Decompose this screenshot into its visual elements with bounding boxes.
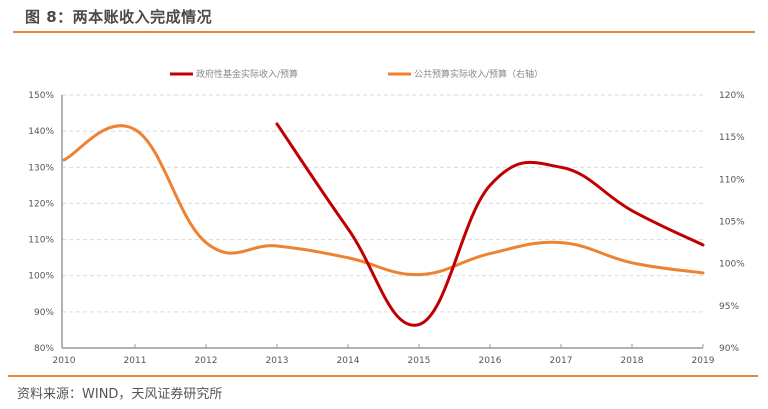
right-tick-label: 105% — [719, 218, 745, 228]
public-budget-line — [62, 124, 705, 277]
left-tick-label: 130% — [28, 163, 54, 173]
source-note: 资料来源：WIND，天风证券研究所 — [17, 387, 223, 402]
x-tick-label: 2014 — [337, 356, 360, 366]
x-tick-label: 2015 — [408, 356, 431, 366]
right-tick-label: 115% — [719, 133, 745, 143]
x-tick-label: 2018 — [621, 356, 644, 366]
left-axis-ticks: 80% 90% 100% 110% 120% 130% 140% 150% — [28, 91, 54, 354]
right-tick-label: 120% — [719, 91, 745, 101]
left-tick-label: 150% — [28, 91, 54, 101]
x-tick-label: 2013 — [266, 356, 289, 366]
left-tick-label: 120% — [28, 199, 54, 209]
legend-label-gov-fund: 政府性基金实际收入/预算 — [196, 68, 298, 80]
left-tick-label: 100% — [28, 272, 54, 282]
right-axis-ticks: 90% 95% 100% 105% 110% 115% 120% — [719, 91, 745, 354]
left-tick-label: 90% — [34, 308, 54, 318]
legend: 政府性基金实际收入/预算 公共预算实际收入/预算（右轴） — [170, 68, 543, 80]
gov-fund-line — [275, 122, 705, 327]
right-tick-label: 100% — [719, 260, 745, 270]
right-tick-label: 90% — [719, 344, 739, 354]
series-lines — [62, 122, 705, 327]
left-tick-label: 80% — [34, 344, 54, 354]
x-tick-label: 2012 — [195, 356, 218, 366]
left-tick-label: 110% — [28, 236, 54, 246]
right-tick-label: 110% — [719, 175, 745, 185]
axes — [61, 95, 704, 349]
gridlines — [62, 94, 703, 313]
x-tick-label: 2011 — [124, 356, 147, 366]
x-tick-label: 2016 — [479, 356, 502, 366]
left-tick-label: 140% — [28, 127, 54, 137]
title-divider — [13, 31, 755, 33]
right-tick-label: 95% — [719, 302, 739, 312]
legend-label-public-budget: 公共预算实际收入/预算（右轴） — [414, 68, 543, 80]
x-tick-label: 2017 — [550, 356, 573, 366]
footer-divider — [8, 375, 758, 377]
chart-title: 图 8：两本账收入完成情况 — [25, 8, 213, 26]
x-axis-ticks: 2010 2011 2012 2013 2014 2015 2016 2017 2018 2019 — [53, 356, 715, 366]
x-tick-label: 2010 — [53, 356, 76, 366]
x-tick-label: 2019 — [692, 356, 715, 366]
